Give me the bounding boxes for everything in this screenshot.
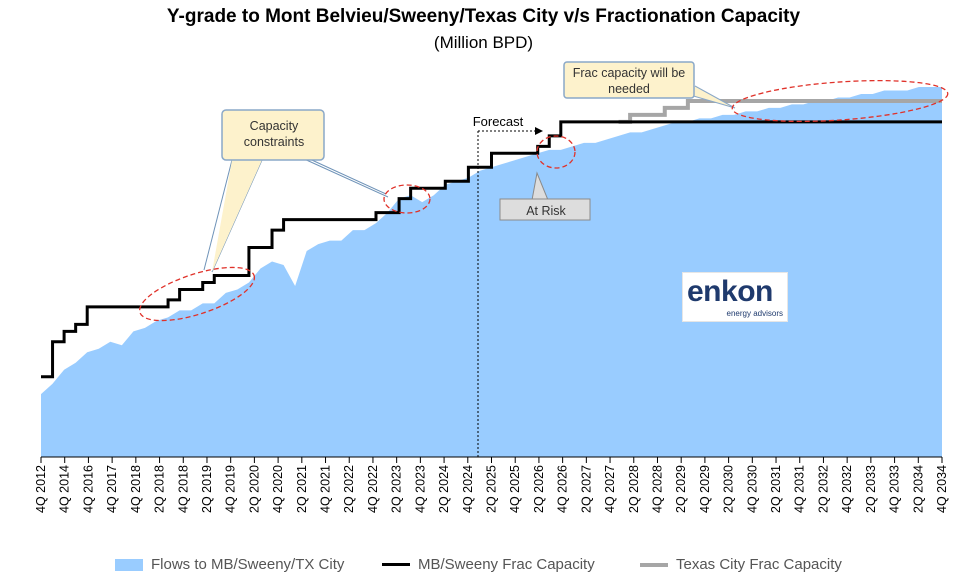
series-line-texas-city xyxy=(618,98,942,124)
x-tick-label: 4Q 2030 xyxy=(745,465,759,513)
x-tick-label: 4Q 2022 xyxy=(366,465,380,513)
risk-ellipse xyxy=(536,135,576,169)
x-tick-label: 4Q 2016 xyxy=(81,465,95,513)
x-tick-label: 2Q 2033 xyxy=(864,465,878,513)
risk-ellipse xyxy=(383,184,431,214)
x-tick-label: 4Q 2024 xyxy=(461,465,475,513)
x-tick-label: 4Q 2018 xyxy=(176,465,190,513)
enkon-logo: enkon energy advisors xyxy=(682,272,788,322)
logo-wordmark: enkon xyxy=(687,275,773,308)
legend-item-flows: Flows to MB/Sweeny/TX City xyxy=(115,556,344,573)
x-tick-label: 2Q 2020 xyxy=(247,465,261,513)
x-tick-label: 2Q 2029 xyxy=(674,465,688,513)
frac-needed-callout xyxy=(563,61,695,99)
forecast-label: Forecast xyxy=(472,114,524,129)
x-tick-label: 4Q 2029 xyxy=(698,465,712,513)
x-tick-label: 4Q 2028 xyxy=(650,465,664,513)
x-tick-label: 4Q 2023 xyxy=(413,465,427,513)
series-area-flows xyxy=(41,86,942,458)
series-line-mb-sweeny xyxy=(41,120,942,379)
frac-needed-pointer xyxy=(689,85,736,109)
chart-title: Y-grade to Mont Belvieu/Sweeny/Texas Cit… xyxy=(166,6,801,27)
x-tick-label: 2Q 2021 xyxy=(295,465,309,513)
x-tick-label: 2Q 2034 xyxy=(911,465,925,513)
legend-swatch-tx xyxy=(640,562,668,567)
legend-item-tx: Texas City Frac Capacity xyxy=(640,556,842,573)
x-tick-label: 2Q 2026 xyxy=(532,465,546,513)
chart-legend: Flows to MB/Sweeny/TX City MB/Sweeny Fra… xyxy=(0,556,967,578)
frac-needed-callout-text: Frac capacity will be needed xyxy=(572,66,686,96)
x-tick-label: 4Q 2027 xyxy=(603,465,617,513)
x-tick-label: 2Q 2030 xyxy=(722,465,736,513)
chart-subtitle: (Million BPD) xyxy=(433,33,534,52)
at-risk-callout xyxy=(499,198,591,221)
at-risk-callout-text: At Risk xyxy=(526,204,566,218)
x-tick-label: 2Q 2031 xyxy=(769,465,783,513)
x-tick-label: 4Q 2034 xyxy=(935,465,949,513)
legend-label-tx: Texas City Frac Capacity xyxy=(676,556,842,573)
x-tick-label: 4Q 2014 xyxy=(58,465,72,513)
x-tick-label: 4Q 2031 xyxy=(793,465,807,513)
logo-tagline: energy advisors xyxy=(726,309,783,318)
legend-swatch-mb xyxy=(382,563,410,566)
x-tick-label: 4Q 2026 xyxy=(556,465,570,513)
legend-label-flows: Flows to MB/Sweeny/TX City xyxy=(151,556,345,573)
x-tick-label: 2Q 2032 xyxy=(816,465,830,513)
risk-ellipse xyxy=(731,79,949,123)
capacity-constraints-callout-text: Capacity constraints xyxy=(243,119,305,149)
x-tick-label: 2Q 2027 xyxy=(579,465,593,513)
x-tick-label: 2Q 2018 xyxy=(153,465,167,513)
legend-swatch-flows xyxy=(115,558,143,571)
capacity-pointer-fill xyxy=(212,160,262,272)
x-tick-label: 4Q 2019 xyxy=(224,465,238,513)
x-tick-label: 2Q 2028 xyxy=(627,465,641,513)
x-tick-label: 4Q 2032 xyxy=(840,465,854,513)
x-tick-label: 4Q 2017 xyxy=(105,465,119,513)
legend-item-mb: MB/Sweeny Frac Capacity xyxy=(382,556,595,573)
x-tick-label: 2Q 2019 xyxy=(200,465,214,513)
x-tick-label: 4Q 2033 xyxy=(888,465,902,513)
x-tick-label: 4Q 2018 xyxy=(129,465,143,513)
risk-ellipse xyxy=(138,266,256,322)
x-tick-label: 4Q 2020 xyxy=(271,465,285,513)
x-tick-label: 4Q 2012 xyxy=(34,465,48,513)
x-tick-label: 2Q 2024 xyxy=(437,465,451,513)
x-tick-label: 4Q 2025 xyxy=(508,465,522,513)
x-tick-label: 2Q 2023 xyxy=(390,465,404,513)
legend-label-mb: MB/Sweeny Frac Capacity xyxy=(418,556,595,573)
x-tick-label: 2Q 2025 xyxy=(485,465,499,513)
x-tick-label: 4Q 2021 xyxy=(319,465,333,513)
x-tick-label: 2Q 2022 xyxy=(342,465,356,513)
capacity-constraints-callout xyxy=(221,109,325,161)
forecast-arrowhead xyxy=(535,127,543,135)
capacity-pointer-1 xyxy=(203,159,233,271)
